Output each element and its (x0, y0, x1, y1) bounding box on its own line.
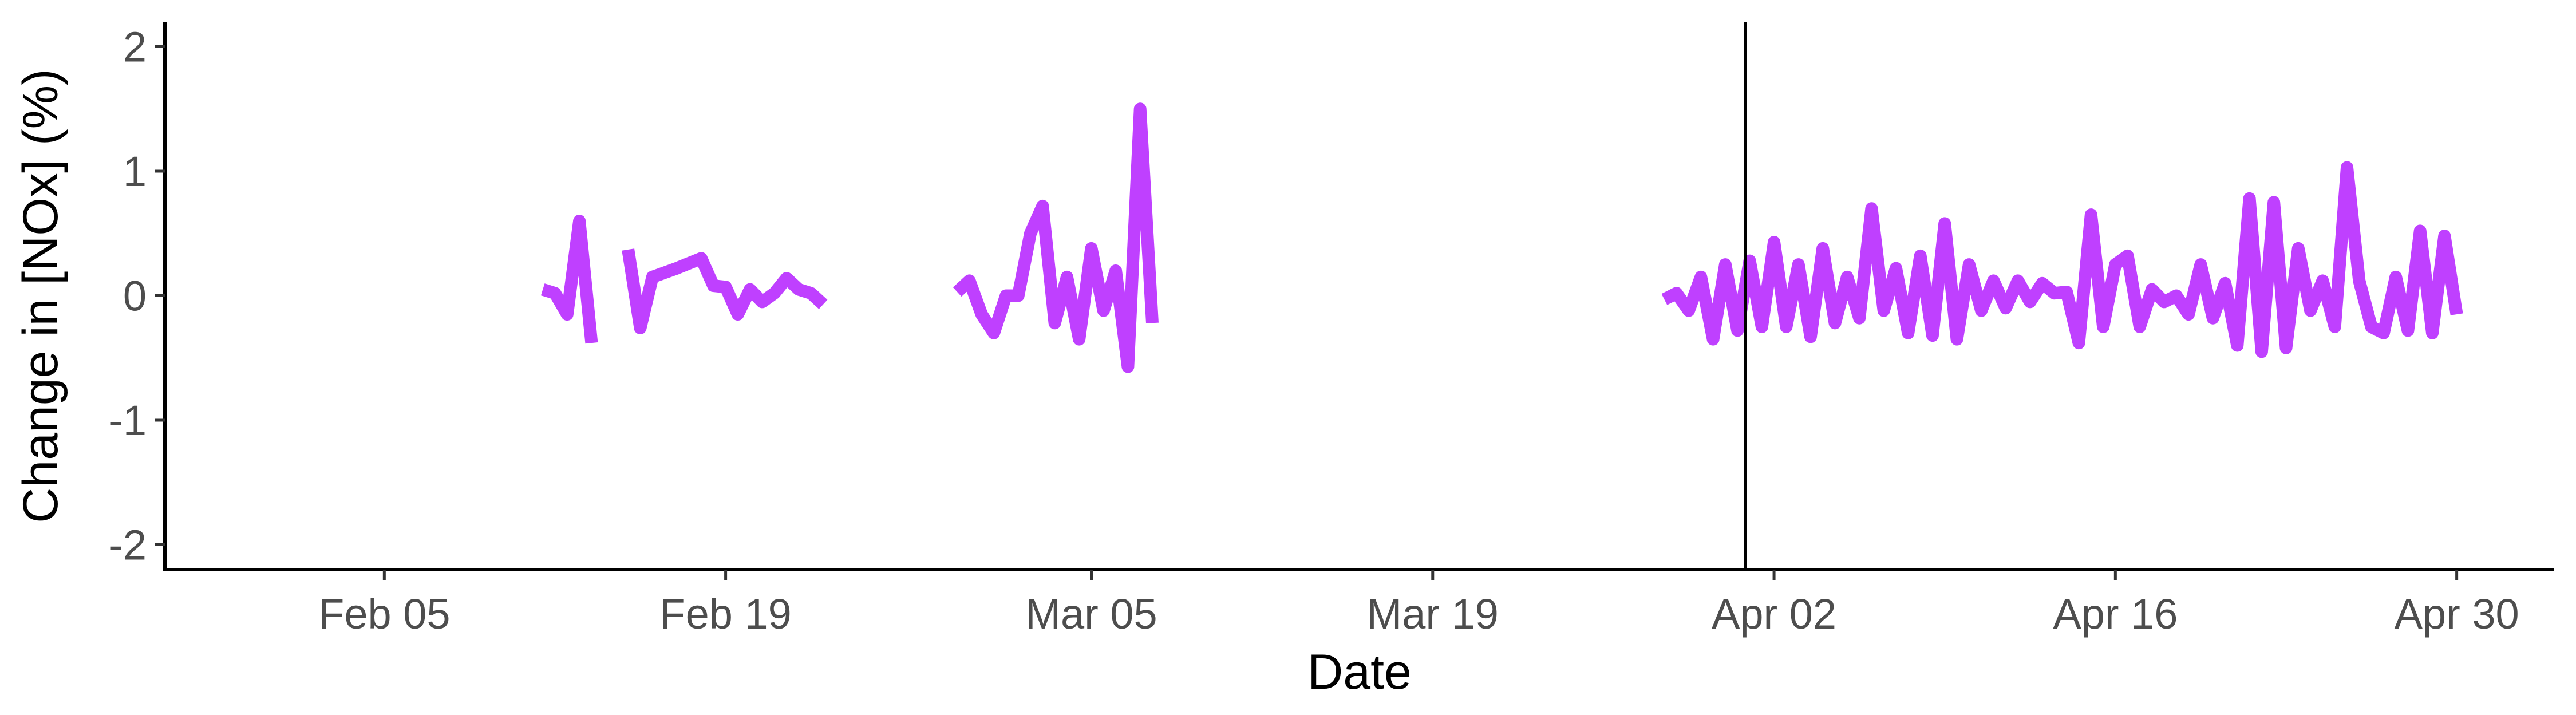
y-tick-label: 1 (123, 148, 147, 195)
y-axis-title: Change in [NOx] (%) (13, 69, 68, 523)
y-tick-label: 2 (123, 23, 147, 71)
y-ticks: 2 1 0 -1 -2 (109, 23, 165, 569)
series-line-segment-2 (622, 248, 828, 334)
x-tick-label: Feb 19 (659, 590, 791, 638)
y-tick-label: -1 (109, 397, 147, 444)
x-tick-label: Mar 19 (1367, 590, 1499, 638)
series-line-segment-3 (953, 102, 1159, 373)
plot-marks (540, 22, 2463, 570)
x-tick-label: Apr 16 (2053, 590, 2178, 638)
series-line-segment-1 (540, 215, 598, 344)
x-axis-title: Date (1307, 645, 1412, 700)
x-tick-label: Mar 05 (1025, 590, 1157, 638)
axes: 2 1 0 -1 -2 Feb 05 Feb 19 Mar 05 Mar 19 Apr 02 Ap… (109, 22, 2554, 638)
x-tick-label: Feb 05 (318, 590, 450, 638)
x-tick-label: Apr 02 (1712, 590, 1836, 638)
x-ticks: Feb 05 Feb 19 Mar 05 Mar 19 Apr 02 Apr 16 Apr … (318, 570, 2519, 638)
y-tick-label: -2 (109, 522, 147, 569)
x-tick-label: Apr 30 (2395, 590, 2519, 638)
series-line-segment-4 (1661, 161, 2463, 358)
y-tick-label: 0 (123, 272, 147, 320)
